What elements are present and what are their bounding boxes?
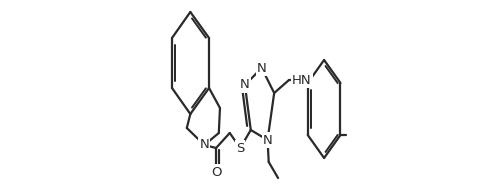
Text: O: O [211, 166, 222, 178]
Text: HN: HN [292, 74, 312, 87]
Text: N: N [240, 79, 250, 91]
Text: N: N [200, 138, 209, 152]
Text: N: N [262, 134, 272, 146]
Text: S: S [236, 142, 244, 154]
Text: N: N [257, 61, 266, 74]
